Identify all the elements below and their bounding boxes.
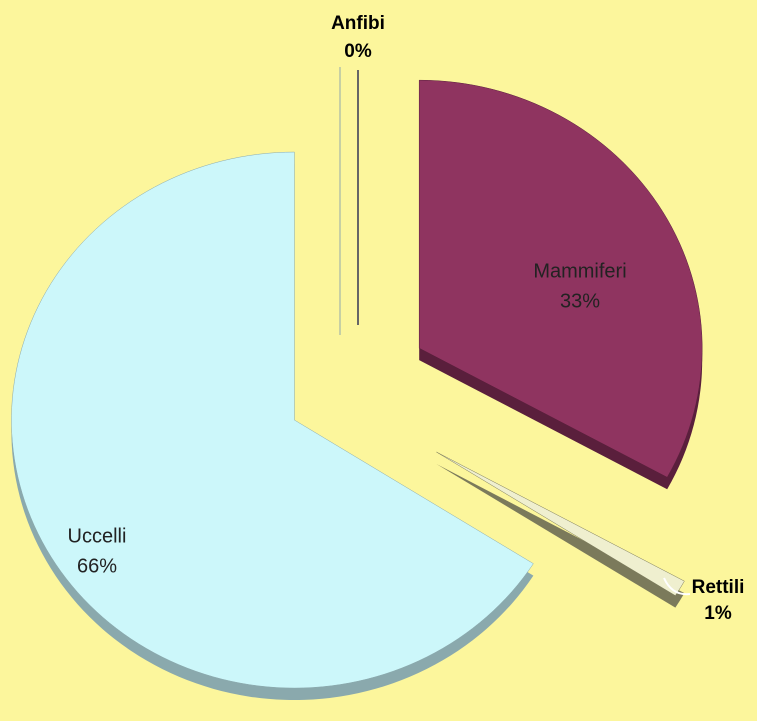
slice-value-label: 66%: [77, 555, 117, 577]
slice-value-label: 33%: [560, 290, 600, 312]
slice-label: Anfibi: [331, 13, 385, 34]
slice: [436, 451, 685, 596]
slice-value-label: 0%: [344, 41, 372, 62]
slice-side: [436, 464, 685, 608]
slice-label: Rettili: [692, 577, 745, 598]
slice: [418, 79, 703, 478]
slice: [11, 151, 534, 689]
slice-value-label: 1%: [704, 603, 732, 624]
slice-label: Mammiferi: [533, 260, 626, 282]
leader-line: [663, 577, 691, 596]
slice-label: Uccelli: [68, 525, 127, 547]
